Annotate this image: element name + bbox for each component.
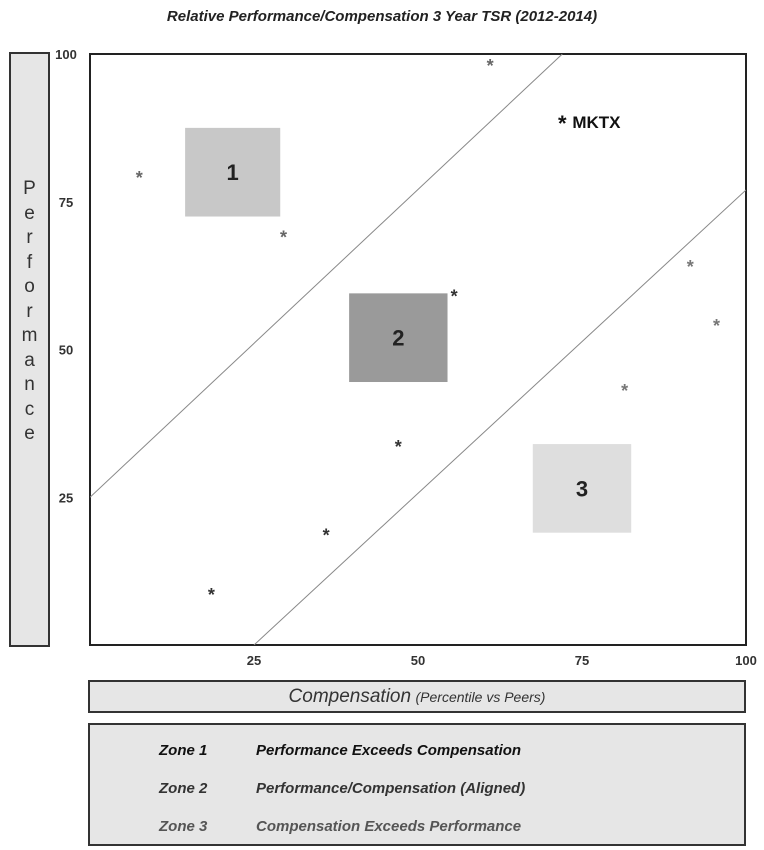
y-axis-label-letter: r	[26, 227, 33, 248]
data-point: *	[713, 316, 720, 336]
zone-legend: Zone 1 Performance Exceeds Compensation …	[88, 723, 746, 846]
legend-zone-label: Zone 2	[159, 780, 208, 797]
y-axis-label-letter: f	[26, 251, 33, 273]
legend-row-zone-3: Zone 3 Compensation Exceeds Performance	[90, 818, 744, 842]
data-point: *	[323, 526, 330, 546]
zone-boundary-line	[253, 189, 746, 645]
y-axis-label-letter: r	[26, 300, 33, 322]
chart-title: Relative Performance/Compensation 3 Year…	[166, 8, 598, 25]
data-point: *	[395, 437, 402, 457]
legend-zone-text: Compensation Exceeds Performance	[256, 818, 522, 835]
x-tick-label: 25	[247, 653, 261, 668]
x-tick-label: 75	[575, 653, 589, 668]
y-axis-label-letter: o	[24, 276, 35, 297]
legend-zone-label: Zone 3	[159, 818, 208, 835]
zone-box	[185, 127, 281, 217]
x-axis-label: Compensation	[288, 686, 412, 707]
x-axis-label-box: Compensation (Percentile vs Peers)	[88, 680, 746, 713]
x-tick-label: 50	[411, 653, 425, 668]
y-axis-label-letter: e	[24, 202, 35, 224]
legend-zone-text: Performance Exceeds Compensation	[256, 742, 522, 759]
y-tick-label: 100	[55, 47, 77, 62]
zone-box-label: 3	[576, 476, 588, 501]
data-point: *	[687, 257, 694, 277]
y-axis-label-letter: a	[24, 349, 35, 371]
data-point: *	[451, 286, 458, 306]
y-axis-label-letter: e	[24, 423, 35, 444]
legend-zone-label: Zone 1	[159, 742, 208, 759]
zone-box	[349, 293, 448, 383]
y-tick-label: 50	[59, 343, 73, 358]
legend-row-zone-1: Zone 1 Performance Exceeds Compensation	[90, 742, 744, 766]
y-axis-label-letter: m	[21, 325, 38, 346]
legend-zone-text: Performance/Compensation (Aligned)	[256, 780, 526, 797]
x-tick-label: 100	[735, 653, 757, 668]
data-point-label: MKTX	[572, 113, 621, 132]
data-point: *	[280, 227, 287, 247]
data-point: *	[621, 381, 628, 401]
zone-box-label: 2	[392, 326, 404, 351]
y-tick-label: 75	[59, 195, 73, 210]
y-axis-label-letter: n	[24, 374, 35, 395]
x-axis-sublabel: (Percentile vs Peers)	[415, 689, 546, 705]
y-axis-label-letter: P	[23, 178, 36, 199]
data-point: *	[136, 168, 143, 188]
data-point: *	[487, 56, 494, 76]
data-point: *	[558, 111, 567, 136]
y-tick-label: 25	[59, 490, 73, 505]
scatter-chart: 1 2 3 25 50 75 100 25 50 75 100 * * * * * * * * * * * MKTX	[55, 47, 757, 668]
zone-boundary-line	[90, 54, 563, 498]
zone-box-label: 1	[227, 160, 239, 185]
data-point: *	[208, 585, 215, 605]
legend-row-zone-2: Zone 2 Performance/Compensation (Aligned…	[90, 780, 744, 804]
y-axis-label-letter: c	[24, 398, 35, 420]
zone-box	[532, 444, 632, 533]
